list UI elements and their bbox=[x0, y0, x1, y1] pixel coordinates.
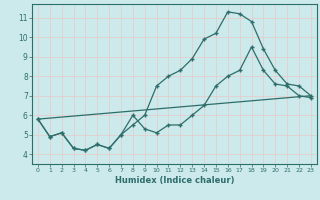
X-axis label: Humidex (Indice chaleur): Humidex (Indice chaleur) bbox=[115, 176, 234, 185]
